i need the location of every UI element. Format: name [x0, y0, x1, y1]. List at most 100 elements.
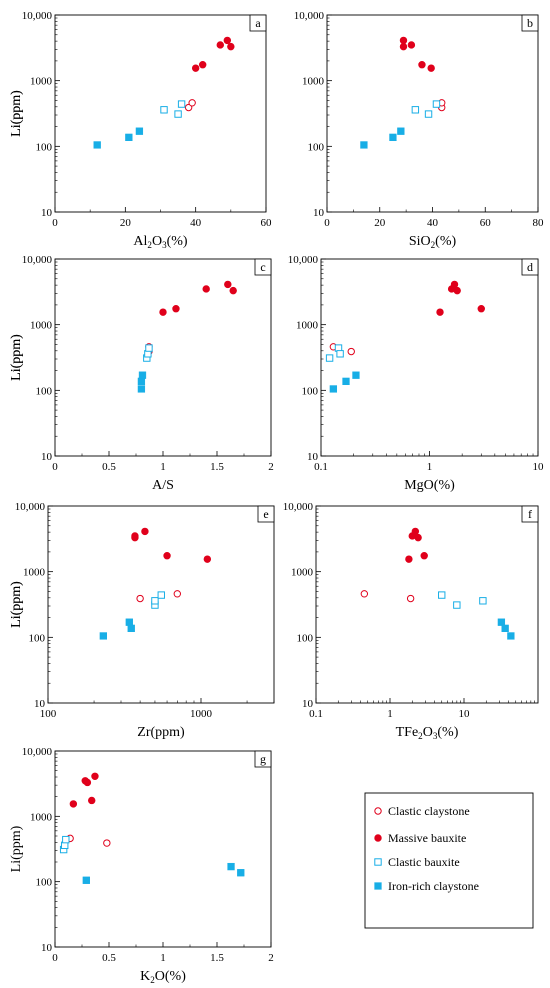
data-point [160, 106, 168, 114]
data-point [453, 286, 461, 295]
panel-letter-box [521, 258, 539, 276]
data-point [157, 591, 165, 599]
x-tick-label: 20 [374, 217, 386, 229]
x-tick-label: 20 [120, 217, 132, 229]
data-point [411, 527, 420, 536]
data-point [477, 305, 485, 313]
data-point [103, 839, 111, 847]
data-point [405, 555, 413, 563]
y-tick-label: 10 [34, 698, 46, 710]
y-axis-label: Li(ppm) [9, 90, 24, 137]
data-point [418, 61, 426, 69]
data-point [191, 64, 200, 72]
data-point [141, 527, 149, 536]
y-tick-label: 10 [313, 207, 325, 219]
y-tick-label: 10 [302, 698, 314, 710]
data-point [411, 106, 420, 114]
legend-item: Clastic bauxite [374, 855, 460, 869]
data-point [188, 99, 196, 107]
y-tick-label: 100 [36, 877, 53, 889]
data-point [163, 552, 171, 560]
data-point [127, 624, 135, 633]
data-point [199, 61, 207, 69]
data-point [399, 42, 408, 51]
y-tick-label: 10,000 [283, 501, 314, 513]
data-point [325, 354, 334, 362]
data-point [336, 350, 344, 358]
data-point [453, 601, 461, 609]
x-tick-label: 10 [459, 708, 471, 720]
data-point [173, 590, 182, 598]
data-point [138, 371, 147, 379]
y-tick-label: 100 [308, 141, 325, 153]
x-tick-label: 0.5 [102, 952, 116, 964]
data-point [450, 280, 459, 289]
plot-frame [320, 258, 539, 457]
data-point [329, 385, 338, 393]
data-point [227, 862, 235, 871]
data-point [88, 796, 96, 805]
panel-letter-box [521, 14, 539, 32]
legend-item: Massive bauxite [374, 831, 466, 845]
x-axis-label: SiO2(%) [409, 234, 457, 250]
data-point [172, 305, 180, 313]
x-tick-label: 0 [52, 461, 58, 473]
x-tick-label: 60 [261, 217, 273, 229]
x-tick-label: 0.5 [102, 461, 116, 473]
y-tick-label: 1000 [30, 811, 53, 823]
data-point [397, 127, 405, 135]
x-tick-label: 0.1 [314, 461, 328, 473]
data-point [135, 127, 144, 135]
plot-frame [54, 258, 272, 457]
data-point [399, 36, 408, 45]
x-tick-label: 1 [387, 708, 393, 720]
data-point [99, 632, 107, 640]
x-tick-label: 1.5 [210, 952, 224, 964]
x-axis-label: Al2O3(%) [133, 234, 188, 250]
x-tick-label: 80 [533, 217, 545, 229]
x-axis-label: MgO(%) [404, 478, 455, 493]
plot-frame [326, 14, 539, 213]
data-point [136, 594, 144, 603]
x-tick-label: 1 [427, 461, 433, 473]
x-tick-label: 2 [268, 952, 274, 964]
data-point [174, 110, 182, 118]
data-point [137, 377, 146, 386]
x-tick-label: 100 [40, 708, 57, 720]
data-point [216, 41, 224, 49]
data-point [203, 555, 212, 563]
panel-letter: d [527, 260, 533, 274]
y-tick-label: 10,000 [288, 254, 319, 266]
y-tick-label: 100 [297, 632, 314, 644]
data-point [82, 876, 90, 884]
data-point [237, 869, 245, 877]
data-point [93, 141, 101, 149]
data-point [227, 42, 235, 51]
y-tick-label: 1000 [30, 320, 53, 332]
y-tick-label: 1000 [291, 567, 314, 579]
panel-letter: g [260, 752, 266, 766]
data-point [389, 133, 397, 142]
data-point [479, 597, 487, 605]
legend-label: Clastic claystone [388, 804, 470, 818]
y-axis-label: Li(ppm) [9, 334, 24, 381]
data-point [432, 100, 441, 108]
data-point [427, 64, 435, 72]
panel-a: 10 100 1000 10,000 0 20 40 60 Al2O3(%) Li(ppm) a [9, 10, 272, 250]
panel-letter: b [527, 16, 533, 30]
y-tick-label: 1000 [296, 320, 319, 332]
y-tick-label: 1000 [302, 76, 325, 88]
data-point [436, 308, 444, 316]
x-tick-label: 10 [533, 461, 545, 473]
y-tick-label: 10,000 [22, 10, 53, 22]
x-tick-label: 40 [427, 217, 439, 229]
data-point [424, 110, 433, 118]
x-tick-label: 0 [324, 217, 330, 229]
x-tick-label: 60 [480, 217, 492, 229]
y-tick-label: 10 [41, 942, 53, 954]
data-point [69, 800, 78, 808]
x-tick-label: 2 [268, 461, 274, 473]
y-tick-label: 10,000 [294, 10, 325, 22]
